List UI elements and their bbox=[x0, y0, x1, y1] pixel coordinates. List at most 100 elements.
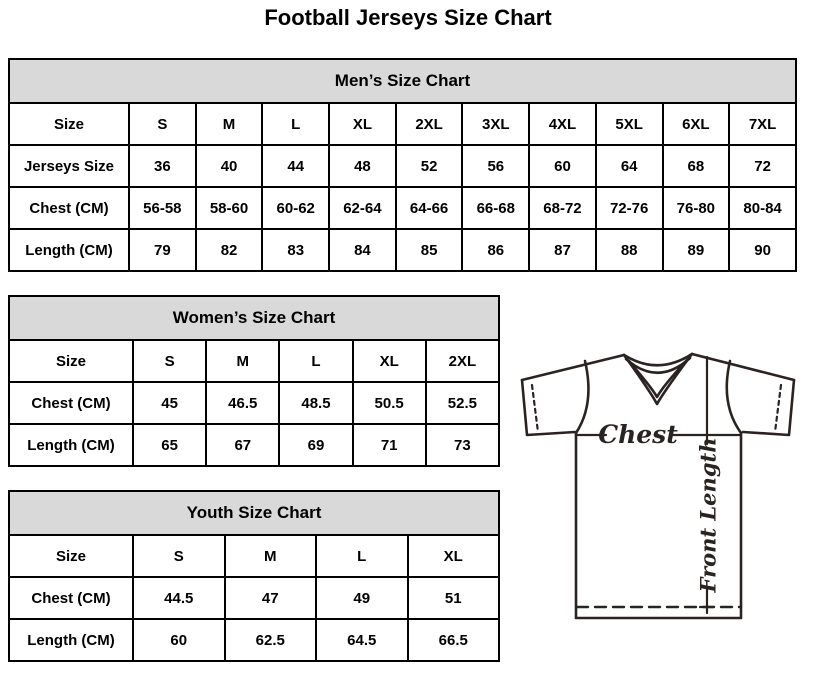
collar-v-inner bbox=[627, 358, 689, 399]
data-cell: 72-76 bbox=[594, 186, 664, 230]
data-cell: 83 bbox=[261, 228, 331, 272]
left-shoulder-line bbox=[520, 353, 626, 382]
youth-table-title-row: Youth Size Chart bbox=[8, 490, 500, 536]
row-header-cell: Size bbox=[8, 534, 134, 578]
right-sleeve-seam bbox=[725, 359, 743, 435]
data-cell: 45 bbox=[131, 381, 208, 425]
page-title: Football Jerseys Size Chart bbox=[264, 5, 552, 30]
jersey-measurement-diagram: Chest Front Length bbox=[520, 352, 796, 620]
data-cell: 2XL bbox=[394, 102, 464, 146]
data-cell: 58-60 bbox=[194, 186, 264, 230]
right-cuff-dashed-line bbox=[773, 383, 783, 434]
row-header-cell: Chest (CM) bbox=[8, 186, 130, 230]
data-cell: S bbox=[128, 102, 197, 146]
data-cell: 50.5 bbox=[351, 381, 427, 425]
data-cell: 87 bbox=[528, 228, 597, 272]
women-row-2: Length (CM) 65 67 69 71 73 bbox=[8, 423, 501, 467]
data-cell: S bbox=[131, 339, 208, 383]
row-header-cell: Chest (CM) bbox=[8, 381, 134, 425]
data-cell: 72 bbox=[728, 144, 797, 188]
youth-row-1: Chest (CM) 44.5 47 49 51 bbox=[8, 576, 500, 620]
data-cell: 48.5 bbox=[278, 381, 354, 425]
data-cell: M bbox=[223, 534, 317, 578]
data-cell: 36 bbox=[128, 144, 197, 188]
data-cell: 44.5 bbox=[132, 576, 226, 620]
men-row-3: Length (CM) 79 82 83 84 85 86 87 88 89 90 bbox=[8, 228, 797, 272]
row-header-cell: Chest (CM) bbox=[8, 576, 134, 620]
men-table-title-row: Men’s Size Chart bbox=[8, 58, 797, 104]
data-cell: 89 bbox=[661, 228, 731, 272]
youth-size-chart-table: Youth Size Chart Size S M L XL Chest (CM) 44.5 4… bbox=[8, 490, 500, 662]
women-table-title: Women’s Size Chart bbox=[8, 295, 500, 341]
row-header-cell: Size bbox=[8, 339, 134, 383]
youth-table-title: Youth Size Chart bbox=[8, 490, 500, 536]
men-row-0: Size S M L XL 2XL 3XL 4XL 5XL 6XL 7XL bbox=[8, 102, 797, 146]
data-cell: 52.5 bbox=[424, 381, 501, 425]
women-row-0: Size S M L XL 2XL bbox=[8, 339, 501, 383]
data-cell: 79 bbox=[128, 228, 197, 272]
data-cell: 73 bbox=[424, 423, 501, 467]
row-header-cell: Length (CM) bbox=[8, 423, 134, 467]
left-cuff-dashed-line bbox=[530, 383, 540, 434]
data-cell: 80-84 bbox=[728, 186, 797, 230]
data-cell: L bbox=[278, 339, 354, 383]
data-cell: 51 bbox=[406, 576, 500, 620]
data-cell: 56 bbox=[461, 144, 531, 188]
data-cell: 68-72 bbox=[528, 186, 597, 230]
data-cell: 64-66 bbox=[394, 186, 464, 230]
right-sleeve-outline bbox=[741, 378, 796, 437]
chest-label: Chest bbox=[598, 420, 678, 449]
data-cell: 60 bbox=[528, 144, 597, 188]
data-cell: 6XL bbox=[661, 102, 731, 146]
data-cell: 4XL bbox=[528, 102, 597, 146]
right-shoulder-line bbox=[690, 352, 796, 382]
data-cell: 56-58 bbox=[128, 186, 197, 230]
men-table-title: Men’s Size Chart bbox=[8, 58, 797, 104]
data-cell: 67 bbox=[205, 423, 281, 467]
data-cell: 64 bbox=[594, 144, 664, 188]
data-cell: 90 bbox=[728, 228, 797, 272]
left-sleeve-seam bbox=[574, 359, 590, 435]
data-cell: 66-68 bbox=[461, 186, 531, 230]
collar-back-curve-outer bbox=[622, 352, 694, 367]
data-cell: 7XL bbox=[728, 102, 797, 146]
data-cell: 76-80 bbox=[661, 186, 731, 230]
data-cell: 69 bbox=[278, 423, 354, 467]
data-cell: 64.5 bbox=[315, 618, 409, 662]
data-cell: 46.5 bbox=[205, 381, 281, 425]
data-cell: 71 bbox=[351, 423, 427, 467]
youth-row-2: Length (CM) 60 62.5 64.5 66.5 bbox=[8, 618, 500, 662]
data-cell: 85 bbox=[394, 228, 464, 272]
data-cell: 88 bbox=[594, 228, 664, 272]
data-cell: 62.5 bbox=[223, 618, 317, 662]
data-cell: 84 bbox=[328, 228, 397, 272]
jersey-body-outline bbox=[574, 431, 743, 620]
data-cell: 5XL bbox=[594, 102, 664, 146]
data-cell: M bbox=[194, 102, 264, 146]
data-cell: 52 bbox=[394, 144, 464, 188]
data-cell: 66.5 bbox=[406, 618, 500, 662]
data-cell: 62-64 bbox=[328, 186, 397, 230]
data-cell: 47 bbox=[223, 576, 317, 620]
collar-v-outer bbox=[622, 352, 694, 406]
data-cell: L bbox=[261, 102, 331, 146]
men-row-1: Jerseys Size 36 40 44 48 52 56 60 64 68 72 bbox=[8, 144, 797, 188]
data-cell: L bbox=[315, 534, 409, 578]
youth-row-0: Size S M L XL bbox=[8, 534, 500, 578]
data-cell: S bbox=[132, 534, 226, 578]
data-cell: 60 bbox=[132, 618, 226, 662]
data-cell: M bbox=[205, 339, 281, 383]
data-cell: 86 bbox=[461, 228, 531, 272]
data-cell: XL bbox=[351, 339, 427, 383]
row-header-cell: Jerseys Size bbox=[8, 144, 130, 188]
row-header-cell: Length (CM) bbox=[8, 228, 130, 272]
data-cell: 82 bbox=[194, 228, 264, 272]
womens-size-chart-table: Women’s Size Chart Size S M L XL 2XL Chest (CM)… bbox=[8, 295, 501, 467]
data-cell: XL bbox=[328, 102, 397, 146]
row-header-cell: Size bbox=[8, 102, 130, 146]
data-cell: 48 bbox=[328, 144, 397, 188]
data-cell: 44 bbox=[261, 144, 331, 188]
data-cell: XL bbox=[406, 534, 500, 578]
data-cell: 2XL bbox=[424, 339, 501, 383]
data-cell: 49 bbox=[315, 576, 409, 620]
